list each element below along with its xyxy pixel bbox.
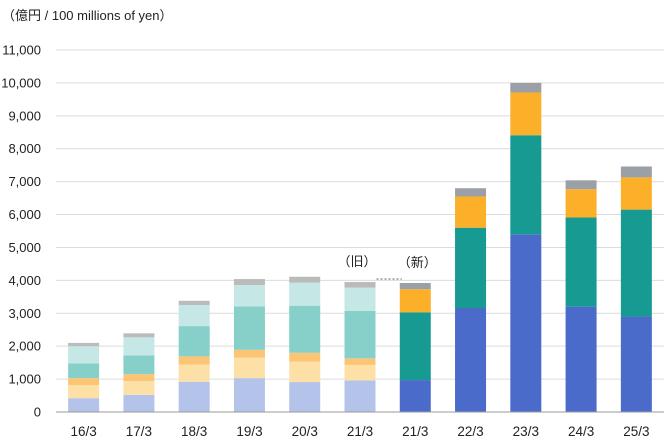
bar-segment (344, 282, 376, 288)
bar-segment (565, 217, 597, 307)
bar-segment (68, 385, 100, 399)
bar-segment (620, 177, 652, 210)
unit-label: （億円 / 100 millions of yen） (2, 8, 173, 23)
old-basis-label: （旧） (337, 254, 376, 269)
y-tick-label: 4,000 (8, 273, 41, 288)
x-tick-label: 17/3 (126, 424, 152, 438)
bar-stack (68, 342, 100, 412)
new-basis-label: （新） (398, 255, 437, 270)
y-tick-label: 2,000 (8, 339, 41, 354)
y-tick-label: 10,000 (1, 75, 41, 90)
bar-stack (565, 180, 597, 412)
bar-segment (178, 326, 210, 357)
bar-segment (178, 364, 210, 382)
y-tick-label: 1,000 (8, 372, 41, 387)
y-tick-label: 0 (34, 405, 41, 420)
bar-segment (344, 287, 376, 311)
bar-segment (289, 282, 321, 306)
bar-segment (565, 306, 597, 412)
x-tick-label: 24/3 (568, 424, 594, 438)
bar-segment (620, 166, 652, 178)
bar-segment (68, 342, 100, 347)
y-axis: 0 1,000 2,000 3,000 4,000 5,000 6,000 7,000 8,00… (1, 43, 41, 420)
x-tick-label: 18/3 (181, 424, 207, 438)
bar-segment (510, 234, 542, 412)
bar-segment (178, 305, 210, 327)
bar-segment (510, 92, 542, 136)
bar-segment (178, 300, 210, 306)
bar-stack (178, 300, 210, 412)
bar-segment (344, 364, 376, 381)
bar-segment (178, 356, 210, 365)
bar-segment (123, 374, 155, 382)
bar-stack (289, 276, 321, 412)
bars (68, 82, 652, 412)
bar-segment (289, 305, 321, 353)
y-tick-label: 7,000 (8, 174, 41, 189)
x-axis: 16/3 17/3 18/3 19/3 20/3 21/3 21/3 22/3 23/3 24/3… (70, 424, 649, 438)
bar-stack (455, 188, 487, 412)
bar-segment (344, 358, 376, 365)
y-tick-label: 11,000 (2, 43, 41, 58)
bar-segment (399, 380, 431, 412)
x-tick-label: 19/3 (236, 424, 262, 438)
bar-segment (123, 381, 155, 395)
bar-stack (123, 333, 155, 412)
bar-segment (233, 284, 265, 307)
gridlines (56, 49, 664, 380)
bar-segment (68, 398, 100, 412)
bar-segment (68, 378, 100, 386)
x-tick-label: 25/3 (623, 424, 649, 438)
bar-stack (510, 82, 542, 412)
x-tick-label: 20/3 (292, 424, 318, 438)
bar-segment (399, 282, 431, 290)
bar-stack (233, 279, 265, 412)
bar-segment (399, 289, 431, 313)
bar-segment (620, 316, 652, 412)
bar-segment (455, 188, 487, 197)
x-tick-label: 21/3 (402, 424, 428, 438)
bar-segment (510, 82, 542, 93)
bar-segment (565, 180, 597, 190)
bar-stack (620, 166, 652, 412)
x-tick-label: 21/3 (347, 424, 373, 438)
bar-segment (123, 355, 155, 375)
bar-segment (289, 276, 321, 283)
bar-segment (233, 357, 265, 379)
y-tick-label: 6,000 (8, 207, 41, 222)
bar-segment (233, 378, 265, 412)
bar-segment (178, 381, 210, 412)
bar-segment (233, 349, 265, 358)
bar-segment (289, 361, 321, 383)
y-tick-label: 8,000 (8, 141, 41, 156)
bar-segment (344, 310, 376, 359)
bar-segment (123, 394, 155, 412)
bar-segment (565, 189, 597, 218)
bar-stack (344, 282, 376, 412)
bar-segment (399, 312, 431, 381)
x-tick-label: 22/3 (457, 424, 483, 438)
y-tick-label: 3,000 (8, 306, 41, 321)
bar-segment (289, 352, 321, 362)
bar-segment (68, 363, 100, 379)
bar-segment (289, 382, 321, 412)
bar-segment (123, 333, 155, 338)
bar-segment (620, 209, 652, 317)
bar-segment (233, 279, 265, 285)
bar-segment (455, 227, 487, 309)
bar-segment (68, 346, 100, 364)
y-tick-label: 9,000 (8, 108, 41, 123)
bar-segment (344, 380, 376, 412)
bar-segment (510, 135, 542, 235)
bar-segment (455, 308, 487, 412)
bar-segment (455, 196, 487, 228)
x-tick-label: 23/3 (513, 424, 539, 438)
x-tick-label: 16/3 (70, 424, 96, 438)
bar-stack (399, 282, 431, 412)
y-tick-label: 5,000 (8, 240, 41, 255)
bar-segment (233, 306, 265, 350)
bar-segment (123, 337, 155, 356)
